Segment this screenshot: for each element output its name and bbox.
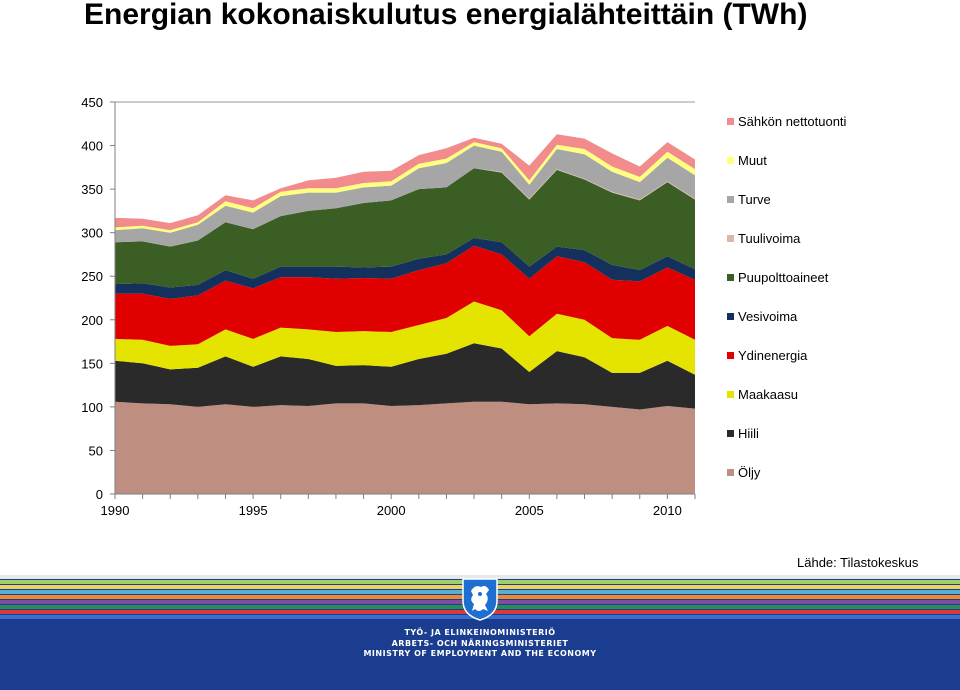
legend-swatch: [727, 468, 734, 476]
footer-stripe: [0, 575, 960, 579]
y-tick-label: 0: [96, 487, 103, 502]
source-note: Lähde: Tilastokeskus: [797, 555, 919, 570]
area-series-turve: [115, 145, 695, 247]
ministry-name-fi: TYÖ- JA ELINKEINOMINISTERIÖ: [404, 628, 556, 637]
stacked-area-chart: 0 50 100 150 200 250 300 350 400 450 1990 1995 2000…: [81, 95, 696, 518]
legend-label: Vesivoima: [738, 308, 798, 324]
legend-item: Tuulivoima: [727, 230, 801, 246]
legend-label: Muut: [738, 152, 767, 168]
legend-label: Puupolttoaineet: [738, 269, 829, 285]
x-tick-label: 2000: [377, 503, 406, 518]
x-tick-label: 1995: [239, 503, 268, 518]
x-tick-label: 1990: [101, 503, 130, 518]
y-tick-label: 50: [89, 443, 103, 458]
ministry-name-en: MINISTRY OF EMPLOYMENT AND THE ECONOMY: [363, 649, 597, 658]
legend-swatch: [727, 312, 734, 320]
legend-swatch: [727, 234, 734, 242]
y-tick-label: 250: [81, 269, 103, 284]
y-tick-label: 300: [81, 226, 103, 241]
y-tick-label: 400: [81, 139, 103, 154]
area-series-puupolttoaineet: [115, 168, 695, 288]
y-tick-label: 100: [81, 400, 103, 415]
legend-label: Turve: [738, 191, 771, 207]
x-tick-label: 2005: [515, 503, 544, 518]
area-series-hiili: [115, 343, 695, 410]
legend-swatch: [727, 429, 734, 437]
area-series-maakaasu: [115, 301, 695, 375]
ministry-lion-crest-icon: [462, 578, 498, 621]
legend-label: Ydinenergia: [738, 347, 808, 363]
y-tick-label: 350: [81, 182, 103, 197]
area-series-vesivoima: [115, 237, 695, 299]
legend-item: Turve: [727, 191, 771, 207]
legend-swatch: [727, 156, 734, 164]
ministry-name-sv: ARBETS- OCH NÄRINGSMINISTERIET: [391, 638, 569, 648]
x-tick-label: 2010: [653, 503, 682, 518]
y-tick-label: 150: [81, 356, 103, 371]
legend-label: Maakaasu: [738, 386, 798, 402]
legend-label: Öljy: [738, 464, 761, 480]
ministry-name: TYÖ- JA ELINKEINOMINISTERIÖ ARBETS- OCH …: [0, 628, 960, 660]
y-tick-labels: 0 50 100 150 200 250 300 350 400 450: [81, 95, 115, 502]
legend-item: Muut: [727, 152, 767, 168]
y-tick-label: 450: [81, 95, 103, 110]
legend-swatch: [727, 351, 734, 359]
legend-item: Vesivoima: [727, 308, 798, 324]
legend-item: Hiili: [727, 425, 759, 441]
legend-swatch: [727, 390, 734, 398]
area-series-ydinenergia: [115, 245, 695, 346]
y-tick-label: 200: [81, 313, 103, 328]
legend-swatch: [727, 117, 734, 125]
legend-item: Sähkön nettotuonti: [727, 113, 847, 129]
legend-item: Puupolttoaineet: [727, 269, 829, 285]
legend-swatch: [727, 273, 734, 281]
legend-item: Ydinenergia: [727, 347, 808, 363]
legend-item: Öljy: [727, 464, 761, 480]
legend-label: Hiili: [738, 425, 759, 441]
area-series-oljy: [115, 401, 695, 494]
ministry-footer-banner: TYÖ- JA ELINKEINOMINISTERIÖ ARBETS- OCH …: [0, 575, 960, 690]
legend-swatch: [727, 195, 734, 203]
series-areas: [115, 134, 695, 494]
chart-title: Energian kokonaiskulutus energialähteitt…: [84, 0, 808, 31]
x-tick-labels: 1990 1995 2000 2005 2010: [101, 494, 696, 518]
legend-label: Tuulivoima: [738, 230, 801, 246]
axes: [114, 102, 695, 495]
legend-item: Maakaasu: [727, 386, 798, 402]
legend-label: Sähkön nettotuonti: [738, 113, 847, 129]
